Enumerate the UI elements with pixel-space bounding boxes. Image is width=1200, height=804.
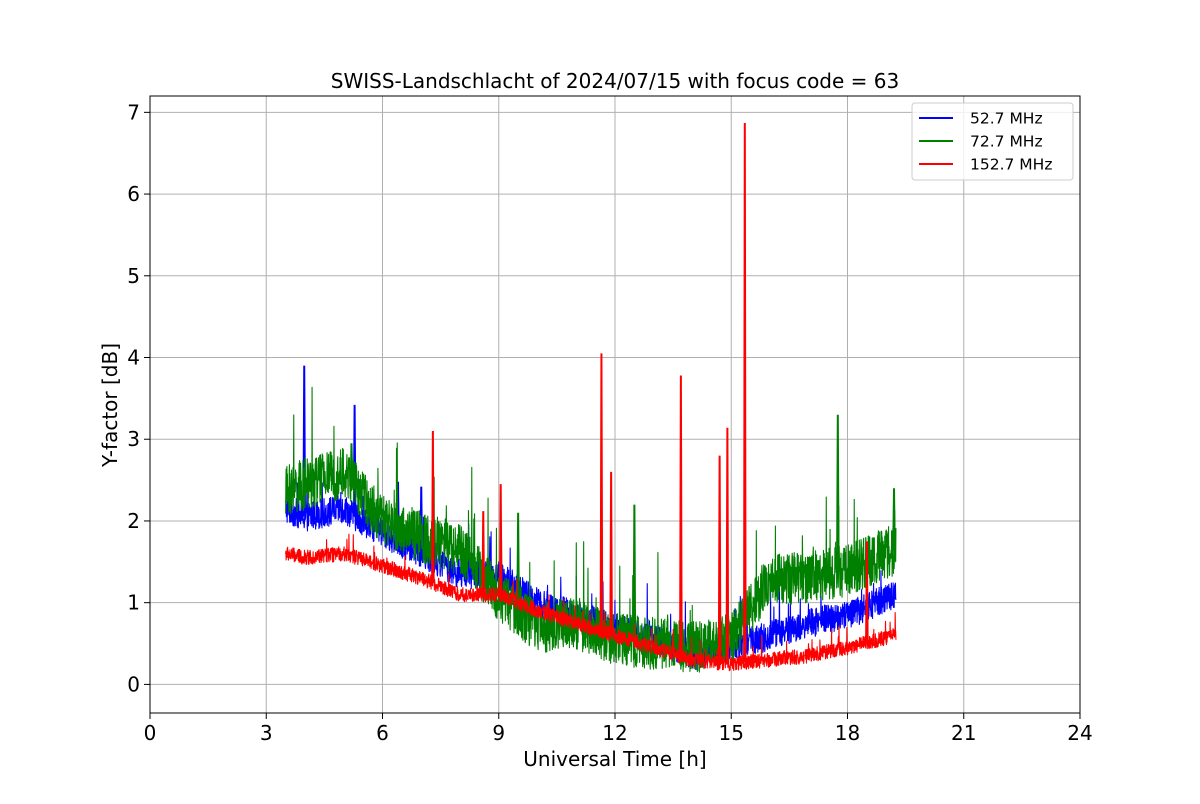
x-tick-label: 3 [260,721,273,745]
x-tick-label: 6 [376,721,389,745]
series-spike [609,471,613,635]
series-spike [632,504,637,642]
series-spike [717,455,722,663]
series-spike [892,488,896,551]
series-line [285,533,897,672]
legend-label: 52.7 MHz [970,110,1043,128]
series-spike [498,484,503,596]
y-tick-label: 5 [127,264,140,288]
series-spike [349,443,354,482]
y-tick-label: 7 [127,100,140,124]
y-tick-label: 3 [127,427,140,451]
x-tick-label: 18 [835,721,860,745]
series-spike [725,427,730,664]
series-spike [679,375,683,657]
chart-title: SWISS-Landschlacht of 2024/07/15 with fo… [331,69,899,93]
y-tick-label: 4 [127,346,140,370]
y-tick-label: 1 [127,591,140,615]
x-tick-label: 9 [492,721,505,745]
y-tick-label: 0 [127,672,140,696]
y-tick-label: 2 [127,509,140,533]
x-tick-label: 12 [602,721,627,745]
y-axis-label: Y-factor [dB] [98,343,122,468]
x-tick-label: 21 [951,721,976,745]
x-axis-label: Universal Time [h] [523,747,706,771]
grid-lines [150,96,1080,713]
x-tick-label: 0 [144,721,157,745]
y-tick-label: 6 [127,182,140,206]
series-spike [431,431,435,584]
series-spike [599,353,604,632]
series-line [285,386,897,673]
series-spike [865,541,869,643]
x-tick-label: 24 [1067,721,1092,745]
series-spike [481,511,486,595]
x-tick-label: 15 [719,721,744,745]
series-lines [285,122,897,673]
legend-box [911,102,1074,181]
series-spike [836,414,840,573]
legend-label: 152.7 MHz [970,156,1052,174]
legend: 52.7 MHz 72.7 MHz 152.7 MHz [911,102,1074,181]
legend-label: 72.7 MHz [970,133,1043,151]
series-spike [516,512,520,611]
series-spike [743,122,747,663]
